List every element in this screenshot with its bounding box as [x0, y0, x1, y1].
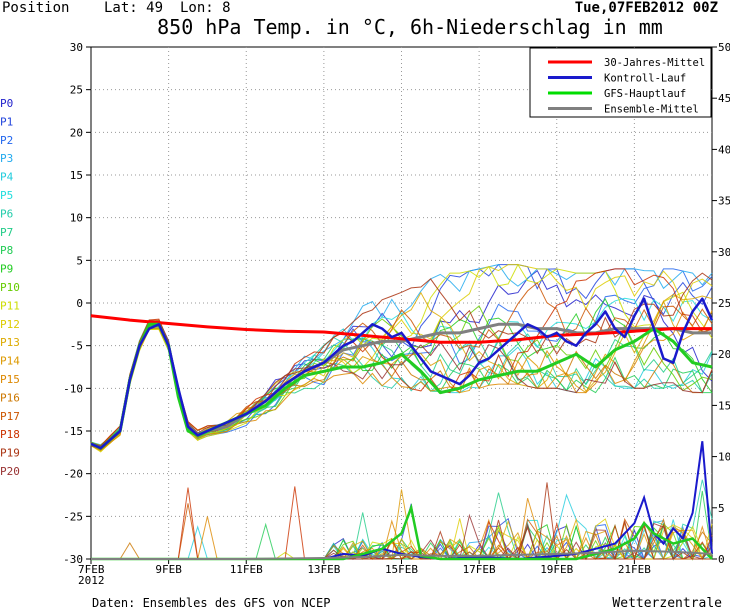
x-tick-label: 9FEB: [155, 563, 182, 576]
position-label: Position: [2, 0, 69, 16]
y-right-tick-label: 0: [718, 553, 725, 566]
member-label: P4: [0, 171, 14, 184]
member-label: P0: [0, 97, 13, 110]
y-tick-label: 20: [70, 126, 83, 139]
y-right-tick-label: 30: [718, 246, 730, 259]
member-label: P3: [0, 152, 13, 165]
member-label: P20: [0, 465, 20, 478]
x-tick-label: 17FEB: [463, 563, 496, 576]
y-tick-label: -25: [63, 510, 83, 523]
legend-label: Kontroll-Lauf: [604, 73, 686, 85]
member-line: [90, 268, 713, 447]
x-tick-label: 21FEB: [618, 563, 651, 576]
y-right-tick-label: 40: [718, 143, 730, 156]
member-label: P7: [0, 226, 13, 239]
chart-title: 850 hPa Temp. in °C, 6h-Niederschlag in …: [157, 15, 663, 39]
brand-label: Wetterzentrale: [612, 596, 722, 609]
y-right-tick-label: 45: [718, 92, 730, 105]
x-tick-label: 19FEB: [540, 563, 573, 576]
precip-layer: [91, 441, 713, 561]
legend: 30-Jahres-Mittel Kontroll-Lauf GFS-Hauptla…: [529, 47, 712, 118]
y-right-tick-label: 25: [718, 297, 730, 310]
x-tick-label: 15FEB: [385, 563, 418, 576]
member-label: P12: [0, 318, 20, 331]
member-label: P16: [0, 391, 20, 404]
y-tick-label: -20: [63, 468, 83, 481]
member-label: P9: [0, 263, 13, 276]
y-tick-label: 5: [76, 254, 83, 267]
series-line-gfs-hauptlauf: [90, 322, 713, 450]
legend-box: [529, 47, 712, 118]
member-label: P19: [0, 447, 20, 460]
x-axis: 7FEB2012 9FEB 11FEB 13FEB 15FEB 17FEB 19FEB 21F…: [78, 559, 651, 587]
member-label: P15: [0, 373, 20, 386]
data-source-label: Daten: Ensembles des GFS von NCEP: [92, 596, 330, 609]
series-line-kontroll-lauf: [90, 297, 714, 450]
y-right-tick-label: 10: [718, 451, 730, 464]
y-tick-label: 25: [70, 84, 83, 97]
run-time-label: Tue,07FEB2012 00Z: [575, 0, 718, 16]
longitude-label: Lon: 8: [180, 0, 231, 16]
y-right-tick-label: 20: [718, 348, 730, 361]
y-tick-label: 15: [70, 169, 83, 182]
member-label: P13: [0, 336, 20, 349]
y-tick-label: 0: [76, 297, 83, 310]
series-line-30-jahres-mittel: [90, 314, 712, 344]
member-label: P5: [0, 189, 13, 202]
member-label: P10: [0, 281, 20, 294]
member-line: [90, 264, 713, 453]
y-right-tick-label: 5: [718, 502, 725, 515]
y-right-tick-label: 15: [718, 399, 730, 412]
y-tick-label: -10: [63, 382, 83, 395]
member-label: P11: [0, 299, 20, 312]
latitude-label: Lat: 49: [104, 0, 163, 16]
y-axis-left: 30 25 20 15 10 5 0 -5 -10 -15 -20 -25 -30: [63, 41, 91, 566]
y-right-tick-label: 35: [718, 195, 730, 208]
member-line: [90, 321, 713, 450]
member-label: P17: [0, 410, 20, 423]
member-label: P6: [0, 207, 13, 220]
y-right-tick-label: 50: [718, 41, 730, 54]
x-tick-label: 13FEB: [307, 563, 340, 576]
x-tick-year-label: 2012: [78, 574, 105, 587]
y-tick-label: 10: [70, 212, 83, 225]
legend-label: GFS-Hauptlauf: [604, 88, 686, 100]
member-label: P1: [0, 115, 13, 128]
y-tick-label: -30: [63, 553, 83, 566]
member-label: P18: [0, 428, 20, 441]
legend-label: Ensemble-Mittel: [604, 104, 699, 116]
precip-line-ensemble-mittel: [91, 549, 713, 560]
x-tick-label: 7FEB: [78, 563, 105, 576]
y-tick-label: 30: [70, 41, 83, 54]
member-label: P14: [0, 355, 20, 368]
series-layer: [90, 297, 714, 450]
x-tick-label: 11FEB: [230, 563, 263, 576]
member-label: P2: [0, 134, 13, 147]
y-tick-label: -5: [70, 340, 83, 353]
member-label: P8: [0, 244, 13, 257]
member-labels: P0 P1 P2 P3 P4 P5 P6 P7 P8 P9 P10 P11 P12 P13 P14 P15 P1…: [0, 97, 20, 478]
legend-label: 30-Jahres-Mittel: [604, 57, 705, 69]
y-tick-label: -15: [63, 425, 83, 438]
